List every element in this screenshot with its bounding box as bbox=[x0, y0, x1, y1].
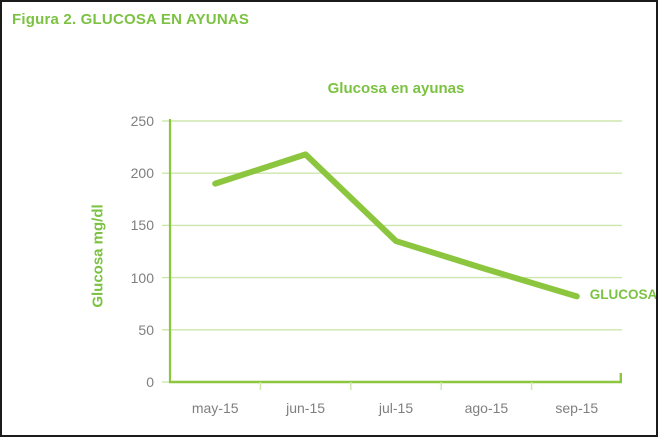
chart-title: Glucosa en ayunas bbox=[327, 80, 465, 97]
data-line-glucosa bbox=[212, 151, 580, 300]
figure-caption: Figura 2. GLUCOSA EN AYUNAS bbox=[12, 11, 250, 28]
y-axis-tick-label: 100 bbox=[130, 269, 154, 286]
y-axis-tick-label: 150 bbox=[130, 217, 154, 234]
x-axis-tick-label: ago-15 bbox=[464, 400, 509, 416]
x-axis-tick-label: may-15 bbox=[191, 400, 239, 416]
y-axis-tick-label: 0 bbox=[146, 374, 154, 390]
y-axis-tick-label: 250 bbox=[130, 113, 154, 129]
series-label: GLUCOSA bbox=[589, 287, 658, 303]
x-axis-tick-label: sep-15 bbox=[555, 400, 599, 416]
y-axis-tick-label: 50 bbox=[138, 321, 154, 338]
x-axis-tick-label: jun-15 bbox=[286, 400, 326, 416]
x-axis-tick-label: jul-15 bbox=[378, 400, 414, 416]
y-axis-tick-label: 200 bbox=[130, 165, 154, 182]
